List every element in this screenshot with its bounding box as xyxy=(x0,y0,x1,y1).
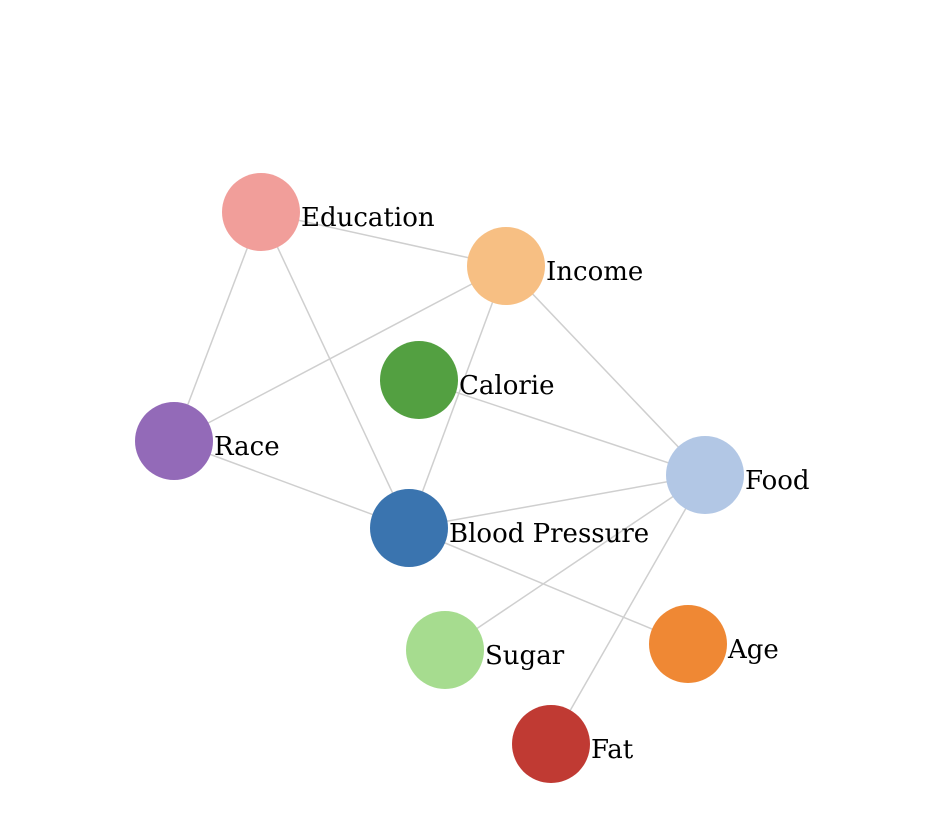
node-blood-pressure[interactable]: Blood Pressure xyxy=(370,489,649,567)
node-sugar[interactable]: Sugar xyxy=(406,611,565,689)
node-label-sugar: Sugar xyxy=(485,641,565,671)
node-label-race: Race xyxy=(214,432,280,462)
edge-blood-pressure-age xyxy=(408,527,689,645)
node-label-fat: Fat xyxy=(591,735,634,765)
node-circle-education[interactable] xyxy=(222,173,300,251)
node-label-age: Age xyxy=(727,635,779,665)
node-income[interactable]: Income xyxy=(467,227,643,305)
node-label-food: Food xyxy=(745,466,810,496)
node-circle-blood-pressure[interactable] xyxy=(370,489,448,567)
node-label-blood-pressure: Blood Pressure xyxy=(449,519,649,549)
edge-education-blood-pressure xyxy=(260,211,410,529)
node-label-education: Education xyxy=(301,203,435,233)
node-age[interactable]: Age xyxy=(649,605,779,683)
edge-income-race xyxy=(173,265,507,442)
node-circle-fat[interactable] xyxy=(512,705,590,783)
node-circle-income[interactable] xyxy=(467,227,545,305)
edge-food-sugar xyxy=(444,474,706,651)
node-education[interactable]: Education xyxy=(222,173,435,251)
node-circle-sugar[interactable] xyxy=(406,611,484,689)
node-fat[interactable]: Fat xyxy=(512,705,634,783)
node-circle-race[interactable] xyxy=(135,402,213,480)
node-circle-food[interactable] xyxy=(666,436,744,514)
edge-income-blood-pressure xyxy=(408,265,507,529)
node-food[interactable]: Food xyxy=(666,436,810,514)
edge-education-race xyxy=(173,211,262,442)
node-calorie[interactable]: Calorie xyxy=(380,341,555,419)
node-race[interactable]: Race xyxy=(135,402,280,480)
edge-food-fat xyxy=(550,474,706,745)
edge-education-income xyxy=(260,211,507,267)
node-circle-calorie[interactable] xyxy=(380,341,458,419)
node-label-income: Income xyxy=(546,257,643,287)
node-label-calorie: Calorie xyxy=(459,371,555,401)
graph-nodes: Education Income Calorie Race Food Blood Pres… xyxy=(135,173,810,783)
edge-food-blood-pressure xyxy=(408,474,706,529)
edge-race-blood-pressure xyxy=(173,440,410,529)
graph-edges xyxy=(173,211,706,745)
edge-income-food xyxy=(505,265,706,476)
node-circle-age[interactable] xyxy=(649,605,727,683)
edge-calorie-food xyxy=(418,379,706,476)
